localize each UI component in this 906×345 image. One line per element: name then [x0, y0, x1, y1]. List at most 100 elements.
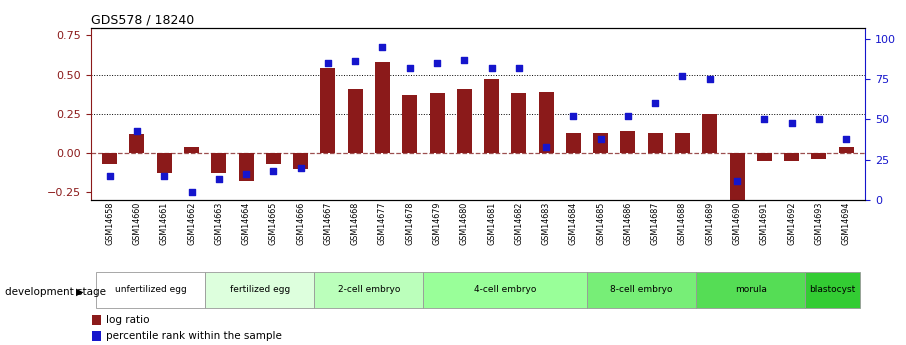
Bar — [587, 272, 696, 308]
Text: percentile rank within the sample: percentile rank within the sample — [106, 331, 282, 341]
Point — [702, 77, 717, 82]
Text: unfertilized egg: unfertilized egg — [115, 285, 187, 294]
Bar — [538, 92, 554, 153]
Point — [512, 65, 526, 71]
Text: GSM14662: GSM14662 — [187, 201, 196, 245]
Point — [429, 60, 444, 66]
Bar — [184, 147, 199, 153]
Text: GSM14658: GSM14658 — [105, 201, 114, 245]
Bar — [321, 68, 335, 153]
Bar — [696, 272, 805, 308]
Point — [184, 189, 198, 195]
Point — [402, 65, 417, 71]
Text: GSM14683: GSM14683 — [542, 201, 551, 245]
Text: GSM14681: GSM14681 — [487, 201, 496, 245]
Point — [539, 144, 554, 150]
Text: GSM14692: GSM14692 — [787, 201, 796, 245]
Point — [375, 44, 390, 50]
Text: GSM14668: GSM14668 — [351, 201, 360, 245]
Bar — [812, 153, 826, 159]
Text: development stage: development stage — [5, 287, 105, 296]
Text: GSM14678: GSM14678 — [405, 201, 414, 245]
Bar — [92, 315, 101, 325]
Bar — [294, 153, 308, 169]
Point — [348, 59, 362, 64]
Text: GSM14688: GSM14688 — [678, 201, 687, 245]
Bar — [729, 153, 745, 202]
Point — [648, 101, 662, 106]
Bar — [130, 134, 144, 153]
Bar — [92, 331, 101, 341]
Bar — [102, 153, 117, 164]
Bar — [314, 272, 423, 308]
Bar — [757, 153, 772, 161]
Bar — [96, 272, 205, 308]
Bar — [839, 147, 853, 153]
Point — [812, 117, 826, 122]
Bar — [702, 114, 718, 153]
Point — [621, 114, 635, 119]
Point — [785, 120, 799, 126]
Text: morula: morula — [735, 285, 766, 294]
Point — [730, 178, 745, 184]
Text: blastocyst: blastocyst — [809, 285, 855, 294]
Bar — [784, 153, 799, 161]
Text: 4-cell embryo: 4-cell embryo — [474, 285, 536, 294]
Text: GDS578 / 18240: GDS578 / 18240 — [91, 13, 194, 27]
Point — [266, 168, 281, 174]
Text: 2-cell embryo: 2-cell embryo — [338, 285, 400, 294]
Text: GSM14682: GSM14682 — [515, 201, 524, 245]
Text: GSM14660: GSM14660 — [132, 201, 141, 245]
Bar — [566, 133, 581, 153]
Text: GSM14661: GSM14661 — [159, 201, 169, 245]
Bar — [238, 153, 254, 181]
Text: GSM14680: GSM14680 — [459, 201, 468, 245]
Text: fertilized egg: fertilized egg — [229, 285, 290, 294]
Text: ▶: ▶ — [76, 287, 83, 296]
Point — [130, 128, 144, 134]
Point — [294, 165, 308, 171]
Bar — [805, 272, 860, 308]
Bar — [375, 62, 390, 153]
Bar — [211, 153, 226, 174]
Text: GSM14667: GSM14667 — [323, 201, 333, 245]
Bar — [157, 153, 172, 174]
Point — [566, 114, 581, 119]
Bar — [423, 272, 587, 308]
Text: GSM14693: GSM14693 — [814, 201, 824, 245]
Text: GSM14694: GSM14694 — [842, 201, 851, 245]
Bar — [348, 89, 362, 153]
Text: GSM14666: GSM14666 — [296, 201, 305, 245]
Point — [485, 65, 499, 71]
Point — [593, 136, 608, 141]
Bar — [265, 153, 281, 164]
Text: GSM14684: GSM14684 — [569, 201, 578, 245]
Bar — [593, 133, 608, 153]
Point — [675, 73, 689, 79]
Point — [157, 173, 171, 179]
Point — [321, 60, 335, 66]
Point — [239, 171, 254, 177]
Point — [457, 57, 471, 62]
Text: GSM14686: GSM14686 — [623, 201, 632, 245]
Bar — [484, 79, 499, 153]
Text: GSM14663: GSM14663 — [215, 201, 223, 245]
Bar — [402, 95, 418, 153]
Text: GSM14665: GSM14665 — [269, 201, 278, 245]
Point — [211, 176, 226, 182]
Text: GSM14685: GSM14685 — [596, 201, 605, 245]
Bar — [675, 133, 690, 153]
Text: 8-cell embryo: 8-cell embryo — [611, 285, 673, 294]
Bar — [429, 93, 445, 153]
Bar — [621, 131, 635, 153]
Text: GSM14677: GSM14677 — [378, 201, 387, 245]
Text: GSM14691: GSM14691 — [760, 201, 769, 245]
Bar — [205, 272, 314, 308]
Bar — [511, 93, 526, 153]
Bar — [648, 133, 662, 153]
Text: GSM14687: GSM14687 — [651, 201, 660, 245]
Text: GSM14689: GSM14689 — [705, 201, 714, 245]
Point — [839, 136, 853, 141]
Text: GSM14690: GSM14690 — [733, 201, 741, 245]
Point — [757, 117, 772, 122]
